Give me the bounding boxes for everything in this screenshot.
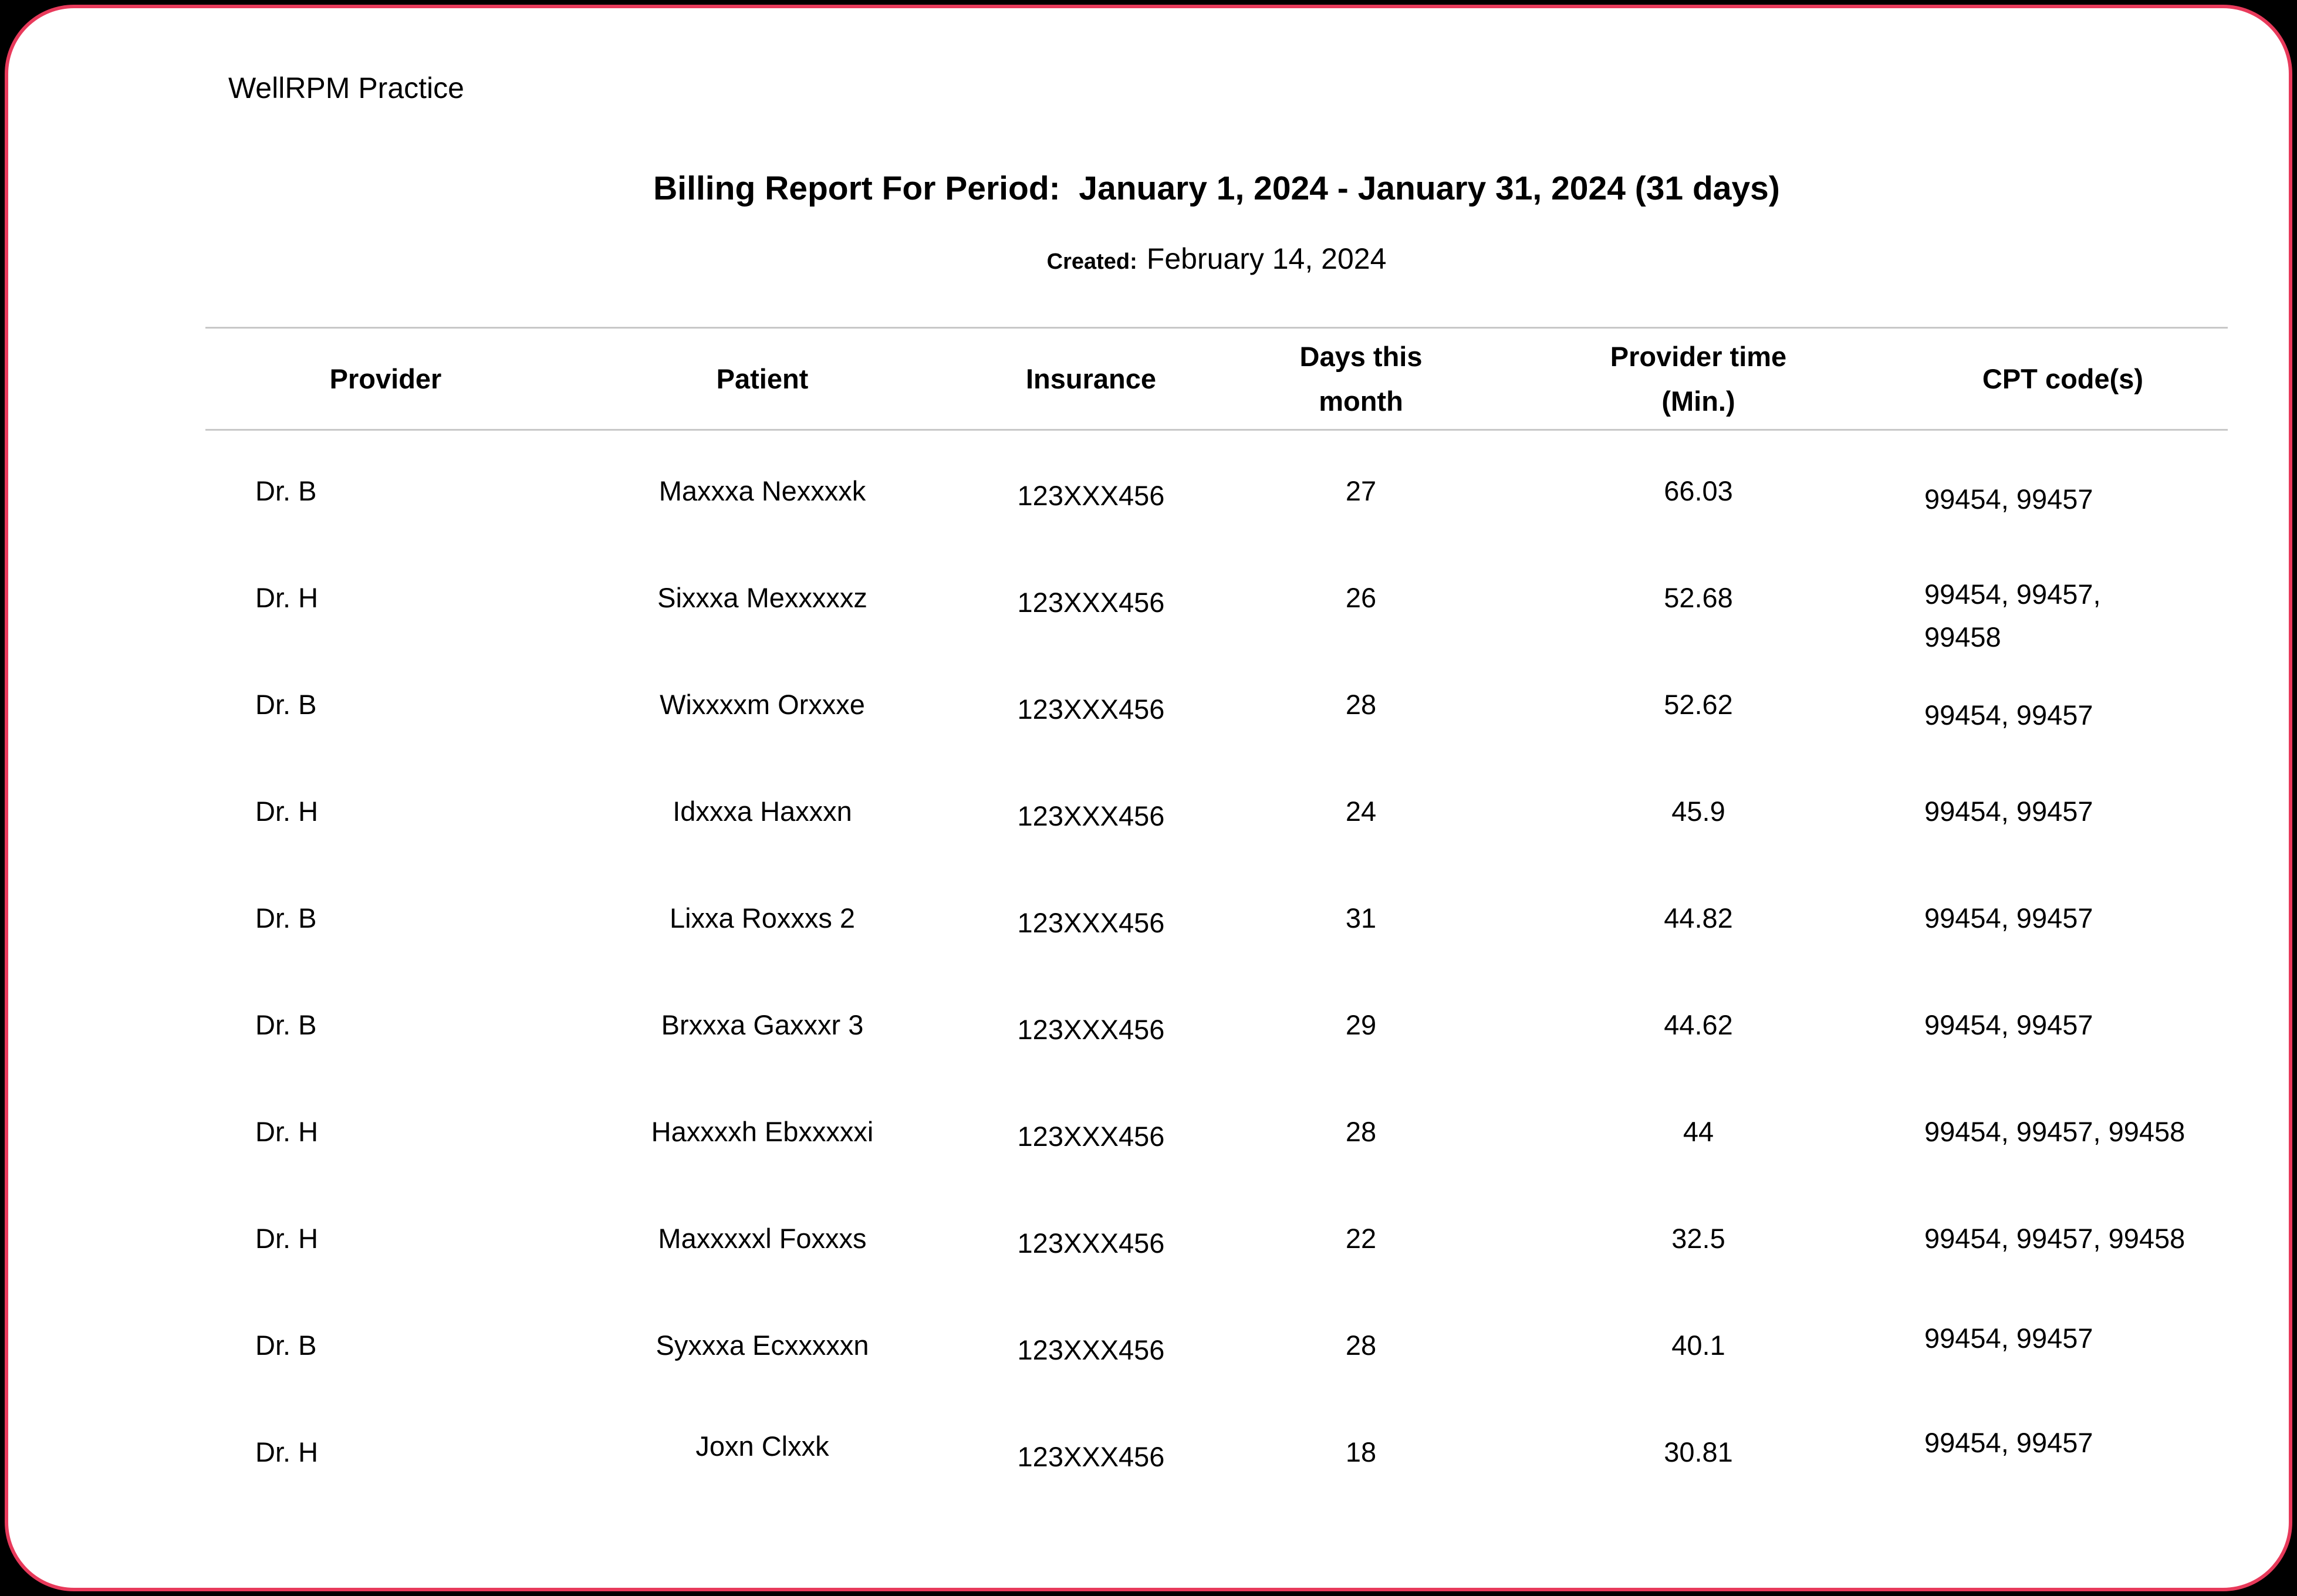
column-header-provider-time: Provider time (Min.) (1499, 327, 1898, 431)
provider-time-cell: 44.62 (1664, 1009, 1733, 1041)
patient-cell: Maxxxxxl Foxxxs (658, 1223, 867, 1255)
cpt-codes-cell: 99454, 99457, 99458 (1924, 578, 2101, 652)
insurance-cell: 123XXX456 (1017, 1228, 1165, 1259)
patient-cell: Haxxxxh Ebxxxxxi (651, 1116, 874, 1148)
table-row: Dr. B Wixxxxm Orxxxe 123XXX456 28 52.62 99454… (205, 652, 2228, 759)
cpt-codes-cell: 99454, 99457 (1924, 796, 2093, 827)
table-row: Dr. B Lixxa Roxxxs 2 123XXX456 31 44.82 99454… (205, 865, 2228, 972)
provider-cell: Dr. H (255, 1116, 319, 1148)
days-this-month-cell: 28 (1345, 1330, 1377, 1361)
provider-time-cell: 44.82 (1664, 902, 1733, 934)
days-this-month-cell: 29 (1345, 1009, 1377, 1041)
days-this-month-cell: 18 (1345, 1436, 1377, 1468)
table-row: Dr. H Sixxxa Mexxxxxz 123XXX456 26 52.68 9945… (205, 545, 2228, 652)
insurance-cell: 123XXX456 (1017, 907, 1165, 939)
billing-table: Provider Patient Insurance Days this mon… (205, 327, 2228, 1506)
provider-cell: Dr. H (255, 796, 319, 827)
days-this-month-cell: 26 (1345, 582, 1377, 614)
days-this-month-cell: 22 (1345, 1223, 1377, 1255)
provider-cell: Dr. H (255, 1436, 319, 1468)
insurance-cell: 123XXX456 (1017, 1441, 1165, 1473)
insurance-cell: 123XXX456 (1017, 1334, 1165, 1366)
provider-cell: Dr. H (255, 1223, 319, 1255)
insurance-cell: 123XXX456 (1017, 800, 1165, 832)
patient-cell: Syxxxa Ecxxxxxn (656, 1330, 869, 1361)
report-card: WellRPM Practice Billing Report For Peri… (5, 5, 2292, 1591)
patient-cell: Sixxxa Mexxxxxz (657, 582, 867, 614)
insurance-cell: 123XXX456 (1017, 1121, 1165, 1152)
provider-time-cell: 45.9 (1671, 796, 1725, 827)
cpt-codes-cell: 99454, 99457 (1924, 1427, 2093, 1459)
table-row: Dr. B Brxxxa Gaxxxr 3 123XXX456 29 44.62 9945… (205, 972, 2228, 1079)
practice-name: WellRPM Practice (228, 72, 464, 104)
provider-cell: Dr. H (255, 582, 319, 614)
patient-cell: Maxxxa Nexxxxk (658, 475, 866, 507)
provider-time-cell: 40.1 (1671, 1330, 1725, 1361)
days-this-month-cell: 31 (1345, 902, 1377, 934)
insurance-cell: 123XXX456 (1017, 1014, 1165, 1046)
days-this-month-cell: 28 (1345, 1116, 1377, 1148)
cpt-codes-cell: 99454, 99457 (1924, 1009, 2093, 1041)
patient-cell: Wixxxxm Orxxxe (660, 689, 865, 721)
table-row: Dr. H Joxn Clxxk 123XXX456 18 30.81 99454, 99… (205, 1399, 2228, 1506)
insurance-cell: 123XXX456 (1017, 480, 1165, 512)
provider-cell: Dr. B (255, 475, 317, 507)
cpt-codes-cell: 99454, 99457 (1924, 1323, 2093, 1354)
report-title: Billing Report For Period: January 1, 20… (653, 170, 1780, 207)
provider-cell: Dr. B (255, 1009, 317, 1041)
provider-cell: Dr. B (255, 689, 317, 721)
patient-cell: Idxxxa Haxxxn (673, 796, 852, 827)
days-this-month-cell: 24 (1345, 796, 1377, 827)
patient-cell: Brxxxa Gaxxxr 3 (661, 1009, 864, 1041)
column-header-cpt-codes: CPT code(s) (1898, 327, 2228, 431)
provider-time-cell: 32.5 (1671, 1223, 1725, 1255)
table-body: Dr. B Maxxxa Nexxxxk 123XXX456 27 66.03 99454… (205, 430, 2228, 1506)
table-header-row: Provider Patient Insurance Days this mon… (205, 327, 2228, 431)
provider-time-cell: 30.81 (1664, 1436, 1733, 1468)
column-header-provider: Provider (205, 327, 566, 431)
created-label: Created: (1046, 249, 1137, 274)
created-line: Created: February 14, 2024 (205, 242, 2228, 276)
column-header-days: Days this month (1223, 327, 1499, 431)
insurance-cell: 123XXX456 (1017, 587, 1165, 618)
table-row: Dr. H Maxxxxxl Foxxxs 123XXX456 22 32.5 99454… (205, 1186, 2228, 1293)
provider-time-cell: 44 (1683, 1116, 1714, 1148)
provider-cell: Dr. B (255, 902, 317, 934)
provider-time-cell: 66.03 (1664, 475, 1733, 507)
cpt-codes-cell: 99454, 99457, 99458 (1924, 1116, 2185, 1148)
table-header: Provider Patient Insurance Days this mon… (205, 327, 2228, 431)
table-row: Dr. B Maxxxa Nexxxxk 123XXX456 27 66.03 99454… (205, 438, 2228, 545)
column-header-insurance: Insurance (959, 327, 1223, 431)
patient-cell: Lixxa Roxxxs 2 (669, 902, 856, 934)
table-row: Dr. H Haxxxxh Ebxxxxxi 123XXX456 28 44 99454,… (205, 1079, 2228, 1186)
cpt-codes-cell: 99454, 99457 (1924, 902, 2093, 934)
table-row: Dr. H Idxxxa Haxxxn 123XXX456 24 45.9 99454, … (205, 759, 2228, 865)
patient-cell: Joxn Clxxk (695, 1431, 829, 1462)
column-header-patient: Patient (566, 327, 959, 431)
days-this-month-cell: 27 (1345, 475, 1377, 507)
days-this-month-cell: 28 (1345, 689, 1377, 721)
table-row: Dr. B Syxxxa Ecxxxxxn 123XXX456 28 40.1 99454… (205, 1293, 2228, 1399)
cpt-codes-cell: 99454, 99457, 99458 (1924, 1223, 2185, 1255)
provider-time-cell: 52.68 (1664, 582, 1733, 614)
cpt-codes-cell: 99454, 99457 (1924, 699, 2093, 731)
provider-time-cell: 52.62 (1664, 689, 1733, 721)
cpt-codes-cell: 99454, 99457 (1924, 483, 2093, 515)
created-date: February 14, 2024 (1146, 242, 1387, 275)
insurance-cell: 123XXX456 (1017, 694, 1165, 725)
provider-cell: Dr. B (255, 1330, 317, 1361)
